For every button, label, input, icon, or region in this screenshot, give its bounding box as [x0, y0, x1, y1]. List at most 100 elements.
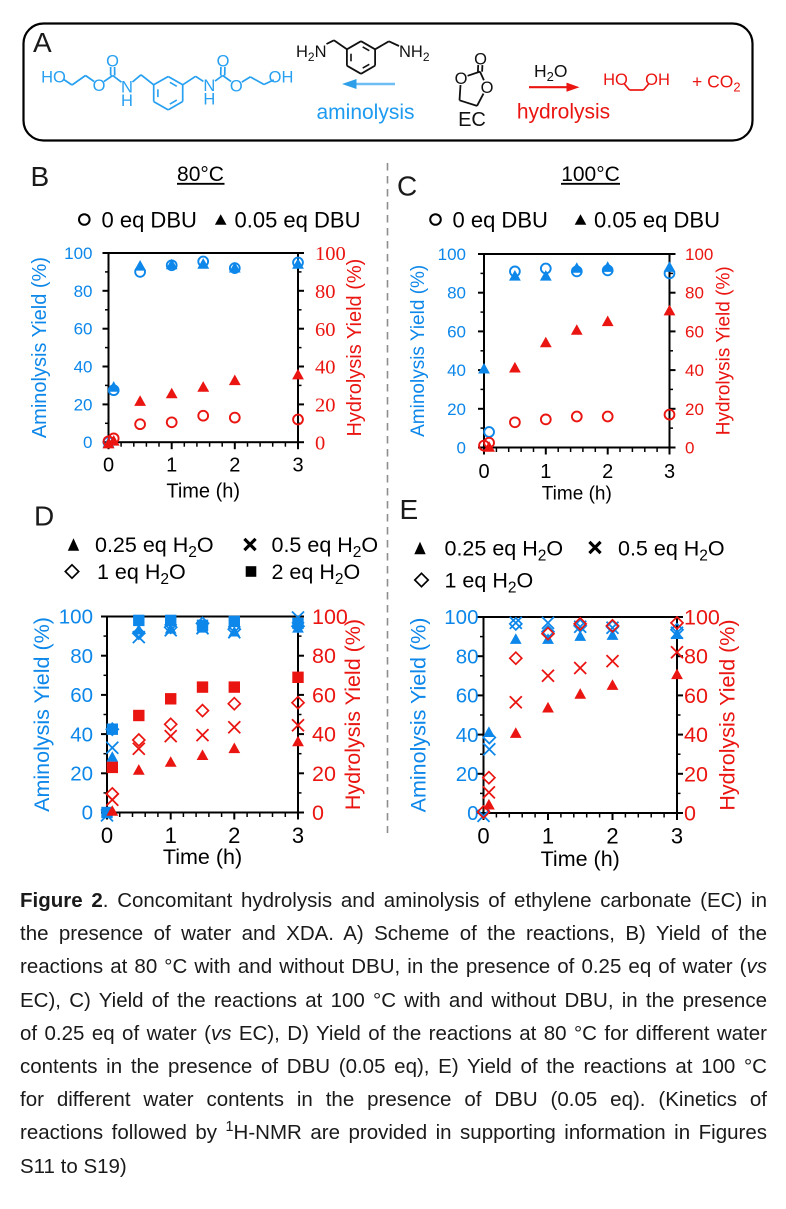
svg-text:A: A [33, 27, 52, 58]
svg-text:60: 60 [70, 684, 93, 707]
svg-text:HO: HO [41, 69, 66, 87]
svg-text:0 eq DBU: 0 eq DBU [453, 207, 548, 232]
svg-text:Aminolysis Yield (%): Aminolysis Yield (%) [408, 265, 429, 437]
svg-text:OH: OH [645, 71, 670, 89]
svg-text:HO: HO [603, 71, 628, 89]
svg-text:0: 0 [477, 824, 489, 849]
svg-text:20: 20 [74, 395, 93, 414]
svg-text:1 eq H2O: 1 eq H2O [445, 569, 534, 597]
svg-text:100: 100 [315, 243, 346, 265]
svg-text:20: 20 [70, 763, 93, 786]
svg-text:100: 100 [684, 606, 720, 630]
svg-text:1: 1 [542, 824, 554, 849]
svg-text:EC: EC [458, 109, 486, 131]
svg-text:+ CO2: + CO2 [692, 72, 741, 95]
svg-text:3: 3 [671, 824, 683, 849]
svg-text:O: O [106, 53, 119, 71]
svg-text:Aminolysis Yield (%): Aminolysis Yield (%) [29, 257, 51, 438]
svg-text:H2N: H2N [296, 43, 327, 64]
svg-text:100: 100 [438, 245, 466, 264]
svg-text:100: 100 [59, 606, 93, 629]
svg-text:0: 0 [457, 438, 466, 457]
svg-text:20: 20 [315, 395, 336, 417]
svg-text:80: 80 [447, 284, 466, 303]
svg-text:0: 0 [685, 438, 694, 457]
svg-text:20: 20 [447, 400, 466, 419]
svg-text:40: 40 [456, 724, 479, 747]
svg-text:H2O: H2O [534, 61, 568, 84]
svg-text:0: 0 [467, 802, 478, 825]
svg-text:3: 3 [664, 461, 675, 483]
svg-text:40: 40 [684, 723, 708, 747]
svg-text:60: 60 [312, 683, 336, 707]
svg-text:0.5 eq H2O: 0.5 eq H2O [272, 533, 379, 561]
svg-text:20: 20 [456, 763, 479, 786]
svg-text:0: 0 [101, 823, 113, 848]
svg-text:B: B [31, 161, 50, 192]
svg-text:100: 100 [444, 606, 478, 629]
svg-text:80: 80 [70, 645, 93, 668]
svg-text:H: H [203, 91, 215, 109]
svg-text:60: 60 [685, 322, 704, 341]
svg-text:2: 2 [228, 823, 240, 848]
svg-text:O: O [455, 70, 468, 88]
svg-text:1: 1 [166, 455, 177, 477]
svg-text:40: 40 [70, 723, 93, 746]
svg-text:NH2: NH2 [399, 43, 430, 64]
svg-text:40: 40 [312, 723, 336, 747]
svg-text:Time (h): Time (h) [541, 847, 620, 871]
svg-text:60: 60 [684, 684, 708, 708]
svg-text:Aminolysis Yield (%): Aminolysis Yield (%) [30, 617, 54, 812]
svg-text:40: 40 [685, 361, 704, 380]
svg-text:60: 60 [447, 322, 466, 341]
svg-text:20: 20 [312, 762, 336, 786]
svg-text:E: E [400, 494, 419, 525]
svg-text:aminolysis: aminolysis [316, 101, 414, 124]
svg-text:O: O [217, 52, 230, 70]
svg-text:D: D [34, 501, 54, 532]
svg-text:2 eq H2O: 2 eq H2O [272, 560, 361, 588]
svg-text:Time (h): Time (h) [163, 845, 242, 869]
svg-text:O: O [474, 51, 487, 69]
svg-text:40: 40 [74, 358, 93, 377]
svg-text:Hydrolysis Yield (%): Hydrolysis Yield (%) [341, 619, 365, 810]
svg-text:2: 2 [602, 461, 613, 483]
svg-text:N: N [121, 79, 133, 97]
svg-text:0 eq DBU: 0 eq DBU [102, 207, 197, 232]
svg-text:0.05 eq DBU: 0.05 eq DBU [235, 207, 361, 232]
svg-text:O: O [230, 78, 243, 96]
svg-text:80: 80 [684, 645, 708, 669]
svg-text:Time (h): Time (h) [166, 481, 240, 503]
svg-text:C: C [397, 171, 417, 202]
svg-text:80: 80 [315, 281, 336, 303]
svg-text:80: 80 [74, 282, 93, 301]
svg-text:1: 1 [165, 823, 177, 848]
svg-text:0: 0 [82, 802, 93, 825]
svg-text:Time (h): Time (h) [542, 484, 612, 505]
svg-text:3: 3 [292, 823, 304, 848]
svg-text:40: 40 [315, 357, 336, 379]
svg-text:40: 40 [447, 361, 466, 380]
svg-text:OH: OH [269, 69, 294, 87]
svg-text:3: 3 [292, 455, 303, 477]
svg-text:O: O [93, 77, 106, 95]
svg-text:1: 1 [540, 461, 551, 483]
svg-text:0: 0 [684, 802, 696, 826]
svg-text:Hydrolysis Yield (%): Hydrolysis Yield (%) [716, 619, 740, 810]
svg-text:100: 100 [312, 605, 348, 629]
svg-text:80: 80 [456, 645, 479, 668]
svg-text:60: 60 [315, 319, 336, 341]
svg-text:1 eq H2O: 1 eq H2O [97, 560, 186, 588]
svg-text:hydrolysis: hydrolysis [517, 101, 610, 124]
svg-text:2: 2 [229, 455, 240, 477]
svg-text:60: 60 [456, 685, 479, 708]
svg-text:20: 20 [685, 400, 704, 419]
svg-text:20: 20 [684, 762, 708, 786]
svg-text:0: 0 [103, 455, 114, 477]
svg-text:0.25 eq H2O: 0.25 eq H2O [445, 537, 564, 565]
svg-text:100°C: 100°C [561, 163, 620, 186]
svg-text:100: 100 [685, 245, 713, 264]
svg-text:0.05 eq DBU: 0.05 eq DBU [594, 207, 720, 232]
svg-text:Hydrolysis Yield (%): Hydrolysis Yield (%) [714, 266, 735, 435]
svg-text:0.25 eq H2O: 0.25 eq H2O [95, 533, 214, 561]
